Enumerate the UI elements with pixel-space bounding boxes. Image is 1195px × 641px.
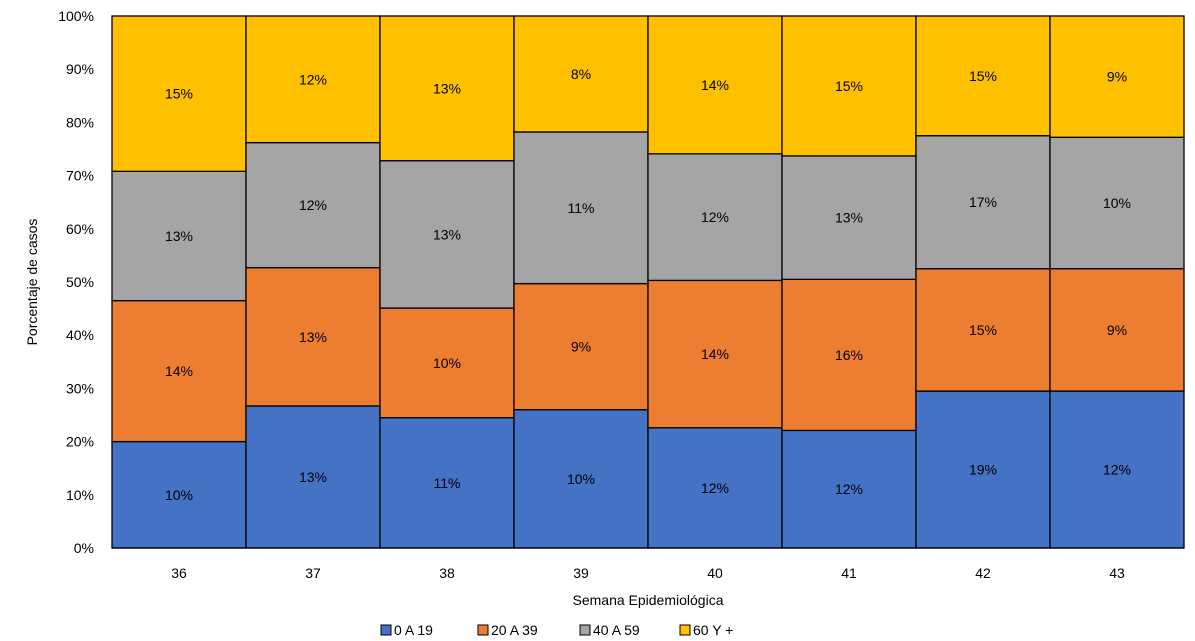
data-label: 16% <box>835 347 863 363</box>
data-label: 14% <box>701 77 729 93</box>
y-axis-label: Porcentaje de casos <box>24 219 40 346</box>
legend-swatch <box>679 624 691 636</box>
x-tick-label: 41 <box>841 565 857 581</box>
legend-swatch <box>477 624 489 636</box>
legend: 0 A 19 20 A 39 40 A 59 60 Y + <box>380 622 733 638</box>
data-label: 13% <box>433 80 461 96</box>
bar-segment <box>379 15 515 162</box>
bar-segment <box>647 15 783 155</box>
data-label: 12% <box>299 71 327 87</box>
bar-segment <box>245 266 381 407</box>
data-label: 12% <box>701 480 729 496</box>
y-tick-label: 20% <box>66 434 94 450</box>
bar-segment <box>245 15 381 144</box>
y-tick-label: 90% <box>66 61 94 77</box>
data-label: 9% <box>1107 69 1127 85</box>
bar-segment <box>1049 390 1185 549</box>
bars <box>111 15 1185 549</box>
bar-segment <box>245 405 381 549</box>
bar-segment <box>781 429 917 549</box>
data-label: 15% <box>835 78 863 94</box>
data-label: 15% <box>165 86 193 102</box>
x-tick-label: 40 <box>707 565 723 581</box>
data-label: 12% <box>1103 462 1131 478</box>
bar-segment <box>915 15 1051 137</box>
data-label: 11% <box>434 475 461 491</box>
bar-segment <box>1049 268 1185 392</box>
legend-label: 40 A 59 <box>593 622 640 638</box>
bar-segment <box>513 15 649 133</box>
legend-label: 60 Y + <box>693 622 733 638</box>
data-label: 15% <box>969 68 997 84</box>
bar-segment <box>379 307 515 419</box>
y-tick-label: 80% <box>66 114 94 130</box>
bar-segment <box>647 279 783 429</box>
x-tick-label: 39 <box>573 565 589 581</box>
y-tick-label: 10% <box>66 487 94 503</box>
x-tick-label: 37 <box>305 565 321 581</box>
bar-segment <box>1049 15 1185 138</box>
y-tick-label: 30% <box>66 380 94 396</box>
y-tick-label: 0% <box>74 540 94 556</box>
bar-segment <box>915 390 1051 549</box>
data-label: 12% <box>835 481 863 497</box>
data-label: 14% <box>165 363 193 379</box>
bar-segment <box>781 155 917 280</box>
bar-segment <box>111 15 247 172</box>
data-label: 13% <box>835 210 863 226</box>
bar-segment <box>513 409 649 549</box>
data-label: 8% <box>571 66 591 82</box>
x-tick-label: 36 <box>171 565 187 581</box>
legend-label: 0 A 19 <box>394 622 433 638</box>
data-label: 15% <box>969 322 997 338</box>
bar-segment <box>647 427 783 549</box>
legend-swatch <box>579 624 591 636</box>
legend-swatch <box>380 624 392 636</box>
bar-segment <box>111 440 247 549</box>
bar-segment <box>513 131 649 285</box>
data-label: 11% <box>568 200 595 216</box>
y-tick-label: 60% <box>66 221 94 237</box>
x-tick-label: 43 <box>1109 565 1125 581</box>
bar-segment <box>111 299 247 443</box>
data-label: 14% <box>701 346 729 362</box>
data-label: 10% <box>1103 195 1131 211</box>
y-axis-ticks: 0% 10% 20% 30% 40% 50% 60% 70% 80% 90% 100% <box>58 8 94 556</box>
data-label: 9% <box>571 339 591 355</box>
data-label: 12% <box>701 209 729 225</box>
data-label: 13% <box>433 226 461 242</box>
legend-label: 20 A 39 <box>491 622 538 638</box>
y-tick-label: 100% <box>58 8 94 24</box>
x-axis-label: Semana Epidemiológica <box>573 592 724 608</box>
data-label: 9% <box>1107 322 1127 338</box>
data-label: 12% <box>299 197 327 213</box>
y-tick-label: 40% <box>66 327 94 343</box>
data-label: 10% <box>567 471 595 487</box>
data-label: 13% <box>299 329 327 345</box>
x-tick-label: 42 <box>975 565 991 581</box>
bar-segment <box>915 135 1051 270</box>
data-label: 13% <box>299 469 327 485</box>
bar-segment <box>245 141 381 269</box>
data-label: 10% <box>165 487 193 503</box>
data-label: 17% <box>969 194 997 210</box>
data-label: 10% <box>433 355 461 371</box>
x-axis-ticks: 36 37 38 39 40 41 42 43 <box>171 565 1125 581</box>
y-tick-label: 50% <box>66 274 94 290</box>
x-tick-label: 38 <box>439 565 455 581</box>
y-tick-label: 70% <box>66 168 94 184</box>
bar-segment <box>647 153 783 282</box>
data-label: 13% <box>165 228 193 244</box>
data-label: 19% <box>969 462 997 478</box>
segment-labels: 10% 14% 13% 15% 13% 13% 12% 12% 11% 10% 13% 13% 10% 9… <box>165 66 1131 503</box>
